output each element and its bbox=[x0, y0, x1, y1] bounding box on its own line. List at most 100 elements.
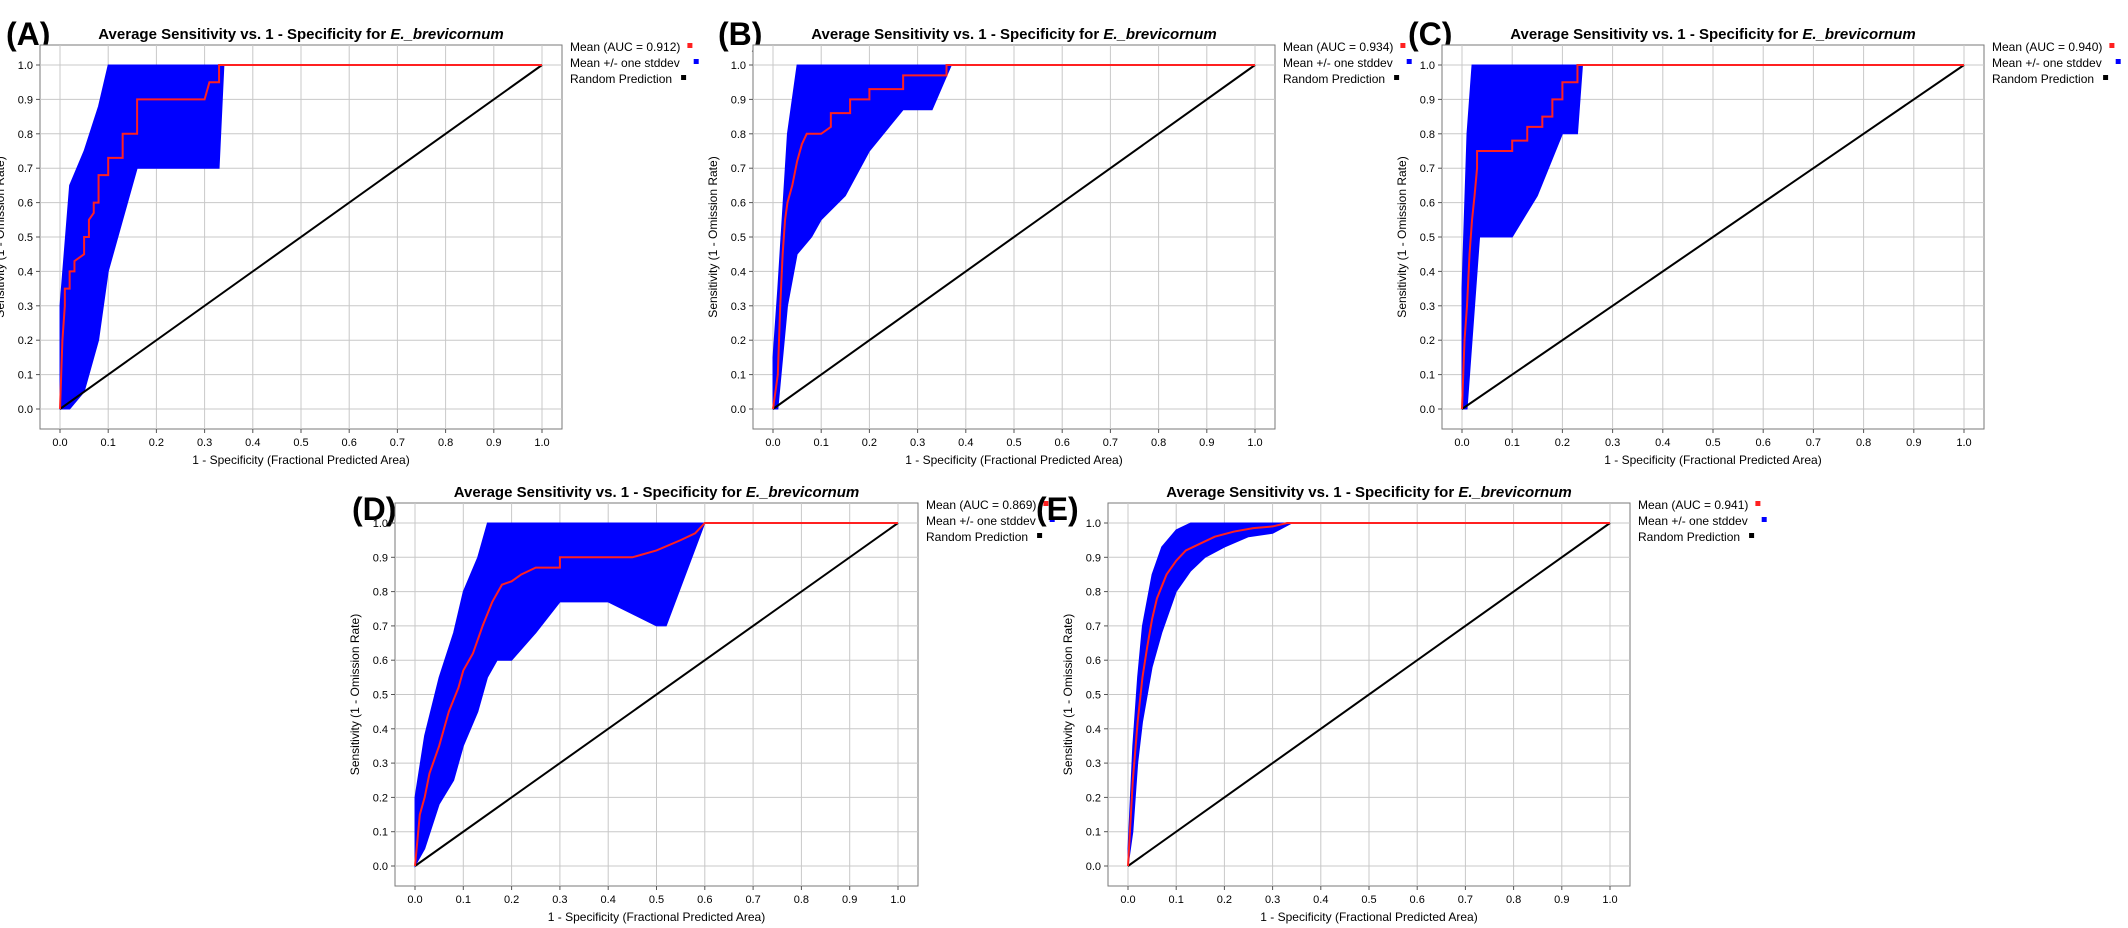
y-tick-label: 0.8 bbox=[18, 129, 33, 141]
x-tick-label: 1.0 bbox=[890, 894, 905, 906]
legend-swatch bbox=[1755, 501, 1761, 506]
chart-title-prefix: Average Sensitivity vs. 1 - Specificity … bbox=[1166, 484, 1458, 501]
y-tick-label: 0.9 bbox=[1420, 94, 1435, 106]
x-tick-label: 0.0 bbox=[1454, 437, 1469, 449]
y-tick-label: 0.5 bbox=[1086, 690, 1101, 702]
legend-label: Mean +/- one stddev bbox=[1992, 56, 2102, 70]
x-tick-label: 0.4 bbox=[958, 437, 973, 449]
x-tick-label: 0.5 bbox=[1705, 437, 1720, 449]
y-tick-label: 0.1 bbox=[1086, 827, 1101, 839]
legend-label: Random Prediction bbox=[926, 530, 1028, 544]
y-tick-label: 0.2 bbox=[1420, 335, 1435, 347]
y-tick-label: 0.8 bbox=[731, 129, 746, 141]
x-tick-label: 0.6 bbox=[1410, 894, 1425, 906]
y-tick-label: 1.0 bbox=[1086, 518, 1101, 530]
chart-title: Average Sensitivity vs. 1 - Specificity … bbox=[811, 26, 1216, 43]
y-tick-label: 0.3 bbox=[1420, 301, 1435, 313]
chart-title-species: E._brevicornum bbox=[1103, 26, 1216, 43]
x-tick-label: 0.7 bbox=[1458, 894, 1473, 906]
legend-swatch bbox=[1049, 517, 1055, 522]
y-tick-label: 0.4 bbox=[18, 266, 33, 278]
roc-panel-c: (C) Average Sensitivity vs. 1 - Specifici… bbox=[1395, 16, 2121, 467]
x-tick-label: 0.2 bbox=[862, 437, 877, 449]
y-tick-label: 1.0 bbox=[18, 60, 33, 72]
x-axis-label: 1 - Specificity (Fractional Predicted Ar… bbox=[548, 910, 765, 924]
x-axis-label: 1 - Specificity (Fractional Predicted Ar… bbox=[192, 453, 409, 467]
mean-roc-line bbox=[1461, 64, 1964, 410]
y-tick-label: 0.0 bbox=[731, 404, 746, 416]
y-tick-label: 0.9 bbox=[1086, 552, 1101, 564]
x-tick-label: 0.5 bbox=[293, 437, 308, 449]
x-tick-label: 0.1 bbox=[456, 894, 471, 906]
x-tick-label: 0.9 bbox=[1554, 894, 1569, 906]
y-tick-label: 0.0 bbox=[373, 861, 388, 873]
chart-title-prefix: Average Sensitivity vs. 1 - Specificity … bbox=[98, 26, 390, 43]
y-tick-label: 0.4 bbox=[1420, 266, 1435, 278]
legend-swatch bbox=[681, 75, 687, 80]
random-prediction-line bbox=[414, 522, 899, 867]
y-tick-label: 0.5 bbox=[1420, 232, 1435, 244]
x-tick-label: 0.4 bbox=[1313, 894, 1328, 906]
mean-roc-line bbox=[1127, 522, 1610, 867]
x-tick-label: 0.1 bbox=[1169, 894, 1184, 906]
x-tick-label: 0.1 bbox=[101, 437, 116, 449]
x-axis-label: 1 - Specificity (Fractional Predicted Ar… bbox=[1260, 910, 1477, 924]
legend-swatch bbox=[1749, 533, 1755, 538]
x-tick-label: 0.8 bbox=[438, 437, 453, 449]
chart-title: Average Sensitivity vs. 1 - Specificity … bbox=[454, 484, 859, 501]
random-prediction-line bbox=[772, 64, 1256, 410]
x-tick-label: 0.4 bbox=[1655, 437, 1670, 449]
legend-swatch bbox=[693, 59, 699, 64]
x-tick-label: 0.3 bbox=[1605, 437, 1620, 449]
chart-title: Average Sensitivity vs. 1 - Specificity … bbox=[1166, 484, 1571, 501]
y-tick-label: 0.6 bbox=[1420, 198, 1435, 210]
y-tick-label: 0.7 bbox=[1420, 163, 1435, 175]
legend-label: Mean +/- one stddev bbox=[1283, 56, 1393, 70]
mean-roc-line bbox=[772, 64, 1255, 410]
x-tick-label: 0.7 bbox=[745, 894, 760, 906]
y-tick-label: 0.7 bbox=[373, 621, 388, 633]
mean-roc-line bbox=[414, 522, 898, 867]
legend-label: Random Prediction bbox=[1992, 72, 2094, 86]
x-tick-label: 0.4 bbox=[601, 894, 616, 906]
x-tick-label: 0.0 bbox=[765, 437, 780, 449]
legend-swatch bbox=[1394, 75, 1400, 80]
x-tick-label: 0.6 bbox=[1756, 437, 1771, 449]
x-tick-label: 0.0 bbox=[52, 437, 67, 449]
y-tick-label: 0.6 bbox=[731, 198, 746, 210]
y-tick-label: 0.2 bbox=[373, 792, 388, 804]
x-tick-label: 0.8 bbox=[794, 894, 809, 906]
x-tick-label: 1.0 bbox=[1247, 437, 1262, 449]
legend-swatch bbox=[2103, 75, 2109, 80]
x-tick-label: 0.3 bbox=[910, 437, 925, 449]
x-tick-label: 0.4 bbox=[245, 437, 260, 449]
x-tick-label: 0.7 bbox=[390, 437, 405, 449]
chart-title-species: E._brevicornum bbox=[1458, 484, 1571, 501]
legend-label: Mean (AUC = 0.912) bbox=[570, 40, 680, 54]
y-tick-label: 0.2 bbox=[18, 335, 33, 347]
y-tick-label: 0.9 bbox=[18, 94, 33, 106]
y-tick-label: 0.4 bbox=[731, 266, 746, 278]
random-prediction-line bbox=[1127, 522, 1611, 867]
y-tick-label: 0.7 bbox=[1086, 621, 1101, 633]
y-tick-label: 0.3 bbox=[731, 301, 746, 313]
chart-title: Average Sensitivity vs. 1 - Specificity … bbox=[1510, 26, 1915, 43]
x-axis-label: 1 - Specificity (Fractional Predicted Ar… bbox=[905, 453, 1122, 467]
legend-label: Mean (AUC = 0.941) bbox=[1638, 498, 1748, 512]
chart-title-prefix: Average Sensitivity vs. 1 - Specificity … bbox=[1510, 26, 1802, 43]
y-tick-label: 1.0 bbox=[1420, 60, 1435, 72]
y-tick-label: 0.3 bbox=[373, 758, 388, 770]
x-tick-label: 0.8 bbox=[1151, 437, 1166, 449]
legend-label: Mean +/- one stddev bbox=[1638, 514, 1748, 528]
y-tick-label: 0.7 bbox=[731, 163, 746, 175]
x-tick-label: 0.9 bbox=[1906, 437, 1921, 449]
x-tick-label: 0.3 bbox=[1265, 894, 1280, 906]
random-prediction-line bbox=[59, 64, 543, 410]
x-tick-label: 0.0 bbox=[407, 894, 422, 906]
legend-swatch bbox=[687, 43, 693, 48]
legend-swatch bbox=[1037, 533, 1043, 538]
y-tick-label: 0.9 bbox=[373, 552, 388, 564]
legend-label: Mean +/- one stddev bbox=[926, 514, 1036, 528]
y-tick-label: 0.6 bbox=[1086, 655, 1101, 667]
